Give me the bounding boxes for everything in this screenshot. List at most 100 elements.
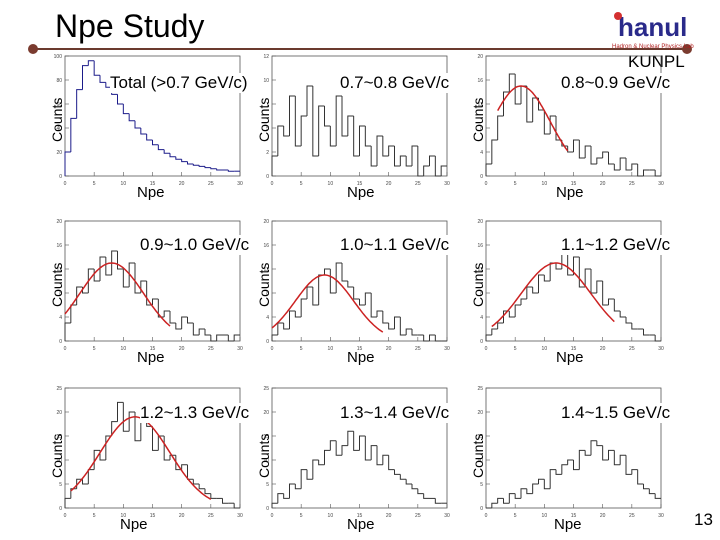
histogram-bin <box>485 334 492 341</box>
histogram-bin <box>555 469 562 475</box>
histogram-bin <box>64 497 71 508</box>
histogram-bin <box>643 329 650 336</box>
histogram-bin <box>169 153 176 158</box>
histogram-bin <box>306 85 313 116</box>
x-tick-label: 0 <box>485 346 488 352</box>
x-tick-label: 10 <box>328 181 334 187</box>
histogram-bin <box>216 334 223 341</box>
y-tick-label: 7 <box>266 102 269 108</box>
histogram-bin <box>526 86 533 123</box>
histogram-bin <box>359 299 366 306</box>
chart-title-7: 1.2~1.3 GeV/c <box>140 403 250 423</box>
histogram-bin <box>146 134 153 141</box>
y-tick-label: 2 <box>266 150 269 156</box>
histogram-bin <box>82 479 89 485</box>
y-tick-label: 16 <box>263 243 269 249</box>
x-tick-label: 0 <box>271 513 274 519</box>
x-tick-label: 25 <box>208 181 214 187</box>
x-axis-label-8: Npe <box>347 516 375 533</box>
gaussian-fit-line <box>491 262 615 328</box>
histogram-bin <box>140 128 147 135</box>
x-tick-label: 10 <box>542 346 548 352</box>
histogram-bin <box>625 455 632 475</box>
histogram-bin <box>376 310 383 317</box>
histogram-bin <box>341 263 348 282</box>
histogram-bin <box>99 256 106 281</box>
histogram-bin <box>596 440 603 447</box>
histogram-bin <box>122 269 130 288</box>
histogram-bin <box>434 156 442 177</box>
x-tick-label: 25 <box>629 346 635 352</box>
histogram-bin <box>128 411 135 432</box>
histogram-bin <box>364 436 372 461</box>
histogram-bin <box>429 334 436 341</box>
x-tick-label: 15 <box>150 181 156 187</box>
histogram-bin <box>578 140 586 159</box>
histogram-3: 0 5 10 15 20 25 30 0 4 8 12 16 20 <box>477 54 664 187</box>
histogram-bin <box>70 304 77 323</box>
histogram-bin <box>613 299 621 312</box>
histogram-bin <box>596 157 603 164</box>
histogram-bin <box>64 151 71 176</box>
histogram-bin <box>117 94 124 105</box>
y-axis-label-7: Counts <box>49 433 65 478</box>
histogram-bin <box>619 157 626 170</box>
histogram-bin <box>277 322 284 335</box>
chart-panel-3: 0 5 10 15 20 25 30 0 4 8 12 16 20 0.8~0.9 GeV/c Npe … <box>466 50 678 201</box>
histogram-bin <box>637 469 644 485</box>
histogram-bin <box>578 257 586 288</box>
x-axis-label-9: Npe <box>554 516 582 533</box>
histogram-bin <box>567 459 574 465</box>
y-tick-label: 25 <box>263 386 269 392</box>
y-tick-label: 20 <box>56 410 62 416</box>
x-tick-label: 30 <box>444 346 450 352</box>
histogram-bin <box>543 275 551 282</box>
gaussian-fit-line <box>271 274 384 333</box>
rule-right-dot <box>682 44 692 54</box>
x-axis-label-1: Npe <box>137 184 165 201</box>
y-tick-label: 60 <box>56 102 62 108</box>
histogram-bin <box>549 262 556 281</box>
x-tick-label: 10 <box>542 181 548 187</box>
histogram-bin <box>152 426 159 451</box>
chart-title-8: 1.3~1.4 GeV/c <box>340 403 450 423</box>
histogram-bin <box>227 335 235 342</box>
histogram-bin <box>181 464 188 470</box>
histogram-bin <box>532 483 539 494</box>
x-tick-label: 30 <box>237 346 243 352</box>
y-axis-label-8: Counts <box>256 433 272 478</box>
histogram-bin <box>99 75 106 83</box>
y-tick-label: 5 <box>266 126 269 132</box>
histogram-bin <box>538 478 545 484</box>
histogram-bin <box>497 497 504 504</box>
histogram-bin <box>602 445 609 461</box>
page-number: 13 <box>694 510 713 529</box>
x-tick-label: 15 <box>571 513 577 519</box>
x-tick-label: 30 <box>658 181 664 187</box>
histogram-1: 0 5 10 15 20 25 30 0 20 40 60 80 100 <box>54 54 243 187</box>
histogram-bin <box>590 269 597 294</box>
histogram-bin <box>567 251 574 276</box>
x-tick-label: 0 <box>64 181 67 187</box>
x-tick-label: 15 <box>150 513 156 519</box>
x-tick-label: 25 <box>208 513 214 519</box>
x-tick-label: 15 <box>571 346 577 352</box>
histogram-bin <box>70 117 77 152</box>
histogram-bin <box>306 286 313 299</box>
histogram-bin <box>543 479 551 490</box>
chart-panel-6: 0 5 10 15 20 25 30 0 4 8 12 16 20 1.1~1.2 GeV/c Npe … <box>466 215 678 366</box>
histogram-bin <box>163 310 170 317</box>
histogram-bin <box>192 323 200 336</box>
histogram-7: 0 5 10 15 20 25 30 0 5 10 15 20 25 <box>56 386 243 519</box>
histogram-bin <box>82 65 89 90</box>
histogram-bin <box>514 493 521 499</box>
histogram-bin <box>181 159 188 163</box>
histogram-bin <box>608 449 615 460</box>
histogram-bin <box>117 401 124 422</box>
histogram-bin <box>204 329 211 336</box>
histogram-bin <box>70 488 77 499</box>
histogram-bin <box>520 298 527 305</box>
histogram-bin <box>289 310 296 329</box>
histogram-bin <box>335 262 342 293</box>
y-tick-label: 20 <box>263 410 269 416</box>
